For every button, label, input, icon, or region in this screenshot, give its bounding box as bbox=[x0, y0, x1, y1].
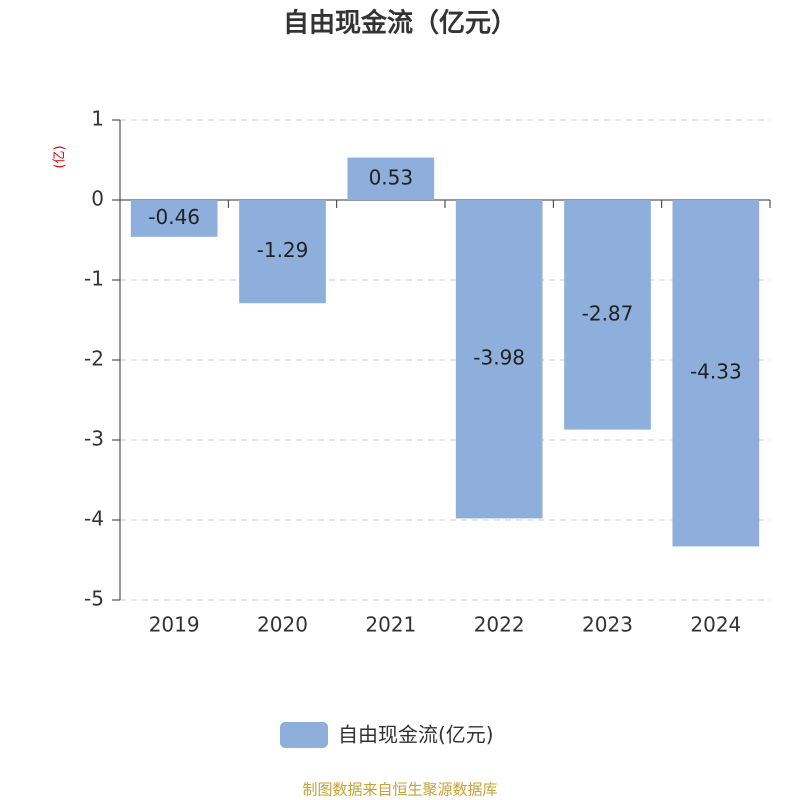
x-tick-label: 2023 bbox=[582, 613, 633, 637]
bar bbox=[130, 200, 218, 237]
x-tick-label: 2024 bbox=[690, 613, 741, 637]
x-tick-label: 2020 bbox=[257, 613, 308, 637]
legend-label: 自由现金流(亿元) bbox=[338, 723, 494, 747]
bar bbox=[239, 200, 326, 304]
y-tick-label: -3 bbox=[84, 427, 104, 451]
value-label: 0.53 bbox=[369, 165, 414, 189]
x-tick-label: 2021 bbox=[365, 613, 416, 637]
bar bbox=[347, 157, 435, 200]
y-tick-label: -2 bbox=[84, 347, 104, 371]
x-tick-label: 2019 bbox=[149, 613, 200, 637]
bar bbox=[672, 200, 760, 547]
value-label: -3.98 bbox=[473, 346, 525, 370]
value-label: -0.46 bbox=[148, 205, 200, 229]
legend-swatch bbox=[280, 722, 328, 748]
value-label: -2.87 bbox=[582, 301, 634, 325]
y-tick-label: 0 bbox=[91, 187, 104, 211]
source-note: 制图数据来自恒生聚源数据库 bbox=[302, 781, 497, 799]
chart-title: 自由现金流（亿元） bbox=[283, 8, 517, 39]
y-tick-label: -5 bbox=[84, 587, 104, 611]
value-label: -4.33 bbox=[690, 360, 742, 384]
y-axis-label: (亿) bbox=[53, 145, 68, 168]
bar bbox=[455, 200, 543, 519]
bar bbox=[564, 200, 651, 430]
value-label: -1.29 bbox=[257, 238, 309, 262]
y-tick-label: -4 bbox=[84, 507, 104, 531]
x-tick-label: 2022 bbox=[474, 613, 525, 637]
y-tick-label: -1 bbox=[84, 267, 104, 291]
y-tick-label: 1 bbox=[91, 107, 104, 131]
